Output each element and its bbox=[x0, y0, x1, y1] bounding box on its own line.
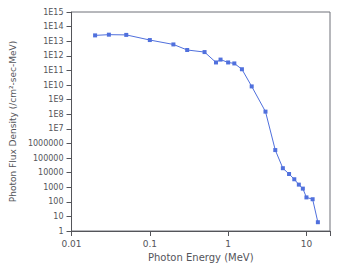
svg-text:1: 1 bbox=[225, 239, 231, 249]
svg-text:10000: 10000 bbox=[38, 168, 63, 177]
svg-text:1E15: 1E15 bbox=[43, 8, 63, 17]
svg-text:1000000: 1000000 bbox=[28, 139, 64, 148]
svg-text:1: 1 bbox=[58, 227, 63, 236]
svg-text:1E9: 1E9 bbox=[48, 95, 63, 104]
svg-text:1E12: 1E12 bbox=[43, 51, 63, 60]
svg-text:1E13: 1E13 bbox=[43, 37, 63, 46]
svg-text:0.01: 0.01 bbox=[62, 239, 82, 249]
svg-text:Photon Energy (MeV): Photon Energy (MeV) bbox=[148, 252, 254, 263]
svg-text:10: 10 bbox=[53, 212, 63, 221]
svg-text:1E8: 1E8 bbox=[48, 110, 63, 119]
svg-text:Photon Flux Density (/cm²-sec-: Photon Flux Density (/cm²-sec-MeV) bbox=[8, 41, 18, 202]
svg-text:10: 10 bbox=[301, 239, 313, 249]
svg-text:1000: 1000 bbox=[43, 183, 63, 192]
svg-text:1E14: 1E14 bbox=[43, 22, 63, 31]
svg-text:0.1: 0.1 bbox=[143, 239, 157, 249]
svg-text:1E10: 1E10 bbox=[43, 81, 63, 90]
svg-text:1E11: 1E11 bbox=[43, 66, 63, 75]
svg-text:100: 100 bbox=[48, 197, 63, 206]
svg-text:100000: 100000 bbox=[33, 154, 64, 163]
svg-text:1E7: 1E7 bbox=[48, 124, 63, 133]
